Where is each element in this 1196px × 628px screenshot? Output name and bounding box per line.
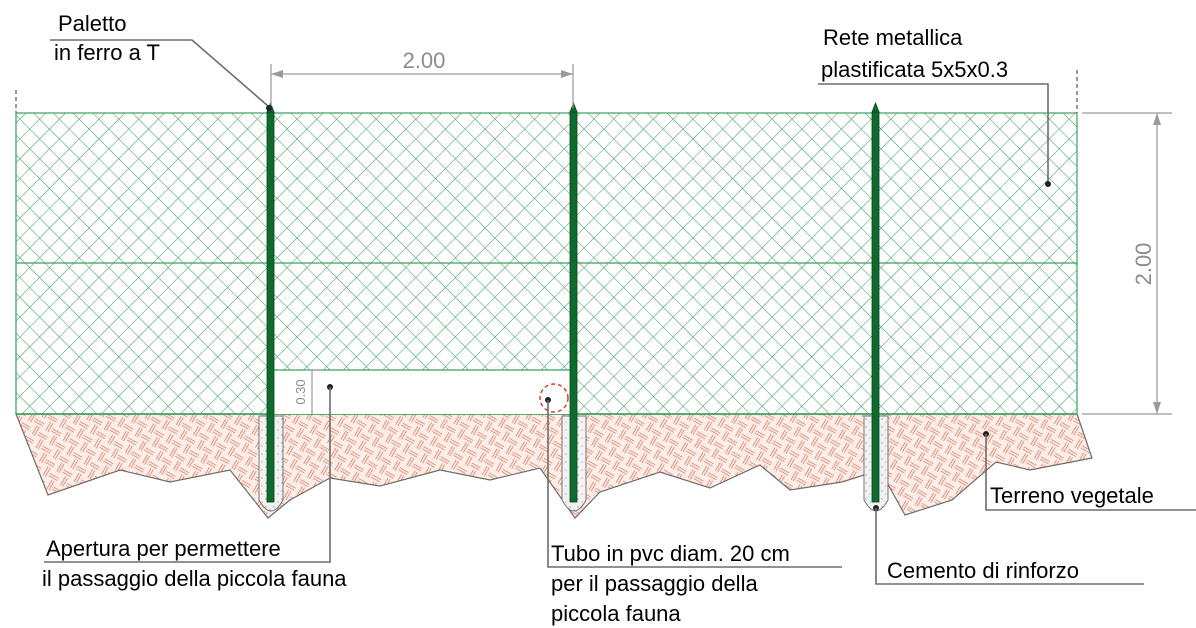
fence-height-dimension: 2.00 (1082, 112, 1172, 415)
mesh-label-line-1: Rete metallica (823, 25, 963, 50)
post-label: Paletto in ferro a T (50, 11, 272, 111)
post-label-line-2: in ferro a T (54, 40, 160, 65)
pipe-label: Tubo in pvc diam. 20 cm per il passaggio… (545, 397, 842, 626)
mesh-label-line-2: plastificata 5x5x0.3 (821, 57, 1008, 82)
concrete-label: Cemento di rinforzo (873, 505, 1144, 585)
fence-height-value: 2.00 (1131, 243, 1156, 286)
post-1 (266, 101, 275, 503)
mesh-label: Rete metallica plastificata 5x5x0.3 (818, 25, 1051, 187)
fauna-opening (274, 370, 570, 414)
post-label-line-1: Paletto (58, 11, 127, 36)
opening-label-line-2: il passaggio della piccola fauna (42, 566, 347, 591)
concrete-label-text: Cemento di rinforzo (887, 558, 1079, 583)
opening-height-value: 0.30 (293, 379, 308, 404)
soil-label-text: Terreno vegetale (990, 483, 1154, 508)
pipe-label-line-1: Tubo in pvc diam. 20 cm (551, 541, 790, 566)
opening-label-line-1: Apertura per permettere (46, 536, 281, 561)
soil-area (15, 413, 1093, 519)
pipe-label-line-2: per il passaggio della (551, 571, 758, 596)
post-3 (871, 101, 880, 503)
pvc-pipe-marker (539, 383, 569, 413)
opening-label: Apertura per permettere il passaggio del… (42, 384, 347, 591)
post-2 (569, 101, 578, 503)
pipe-label-line-3: piccola fauna (551, 601, 681, 626)
opening-height-dimension: 0.30 (293, 369, 324, 414)
soil-label: Terreno vegetale (983, 431, 1196, 511)
post-spacing-value: 2.00 (403, 48, 446, 73)
post-spacing-dimension: 2.00 (270, 48, 574, 108)
